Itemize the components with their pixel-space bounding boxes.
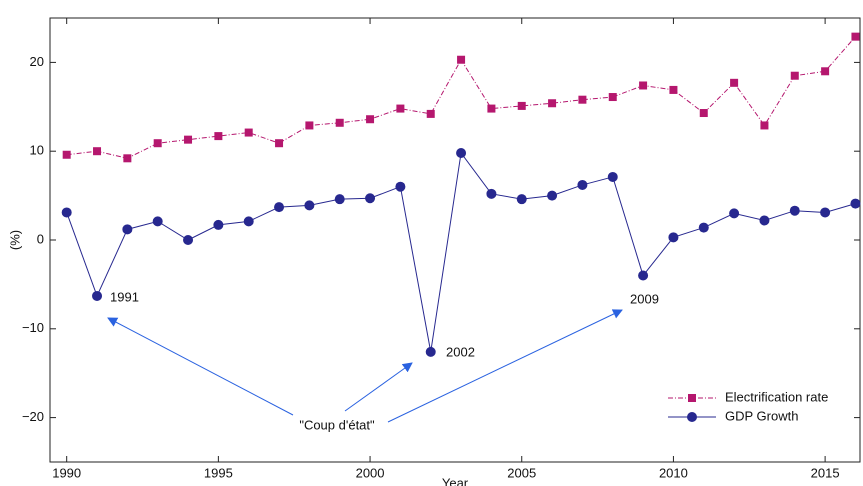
- point: [790, 71, 799, 80]
- point: [275, 139, 284, 148]
- point: [669, 85, 678, 94]
- annotation: 2009: [630, 291, 659, 306]
- annotation: "Coup d'état": [299, 417, 375, 432]
- point: [759, 215, 770, 226]
- point: [244, 128, 253, 137]
- point: [850, 198, 861, 209]
- point: [92, 290, 103, 301]
- legend-label: GDP Growth: [725, 408, 798, 423]
- point: [274, 202, 285, 213]
- point: [851, 32, 860, 41]
- point: [122, 224, 133, 235]
- y-tick-label: 20: [30, 54, 44, 69]
- annotation: 1991: [110, 289, 139, 304]
- x-tick-label: 2000: [356, 465, 385, 480]
- point: [153, 139, 162, 148]
- x-tick-label: 2015: [811, 465, 840, 480]
- point: [578, 95, 587, 104]
- point: [699, 109, 708, 118]
- point: [456, 147, 467, 158]
- y-axis-label: (%): [7, 230, 22, 250]
- point: [243, 216, 254, 227]
- point: [457, 55, 466, 64]
- y-tick-label: 0: [37, 231, 44, 246]
- point: [729, 208, 740, 219]
- point: [184, 135, 193, 144]
- point: [638, 270, 649, 281]
- point: [789, 205, 800, 216]
- point: [425, 346, 436, 357]
- legend-marker: [688, 394, 696, 402]
- point: [487, 104, 496, 113]
- point: [668, 232, 679, 243]
- point: [366, 115, 375, 124]
- point: [93, 147, 102, 156]
- point: [395, 181, 406, 192]
- point: [62, 150, 71, 159]
- point: [730, 78, 739, 87]
- point: [516, 194, 527, 205]
- annotation-arrow: [387, 309, 623, 423]
- point: [214, 132, 223, 141]
- point: [517, 101, 526, 110]
- point: [820, 207, 831, 218]
- point: [486, 188, 497, 199]
- point: [365, 193, 376, 204]
- x-tick-label: 1995: [204, 465, 233, 480]
- point: [183, 235, 194, 245]
- point: [426, 109, 435, 118]
- point: [396, 104, 405, 113]
- series-line: [66, 151, 856, 352]
- legend-marker: [687, 412, 697, 422]
- x-tick-label: 2005: [507, 465, 536, 480]
- point: [821, 67, 830, 76]
- y-tick-label: −10: [22, 320, 44, 335]
- point: [607, 171, 618, 182]
- point: [213, 219, 224, 230]
- point: [335, 118, 344, 127]
- point: [152, 216, 163, 227]
- point: [334, 194, 345, 205]
- point: [698, 222, 709, 233]
- annotation-arrow: [107, 317, 294, 416]
- point: [548, 99, 557, 108]
- x-tick-label: 1990: [52, 465, 81, 480]
- x-axis-label: Year: [442, 475, 469, 486]
- point: [61, 207, 72, 218]
- point: [760, 121, 769, 130]
- point: [547, 190, 558, 201]
- annotation-arrow: [344, 362, 413, 412]
- legend-label: Electrification rate: [725, 389, 828, 404]
- annotation: 2002: [446, 344, 475, 359]
- x-tick-label: 2010: [659, 465, 688, 480]
- y-tick-label: 10: [30, 143, 44, 158]
- point: [123, 154, 132, 163]
- point: [305, 121, 314, 130]
- y-tick-label: −20: [22, 409, 44, 424]
- point: [304, 200, 315, 211]
- point: [608, 93, 617, 102]
- point: [639, 81, 648, 90]
- point: [577, 179, 588, 190]
